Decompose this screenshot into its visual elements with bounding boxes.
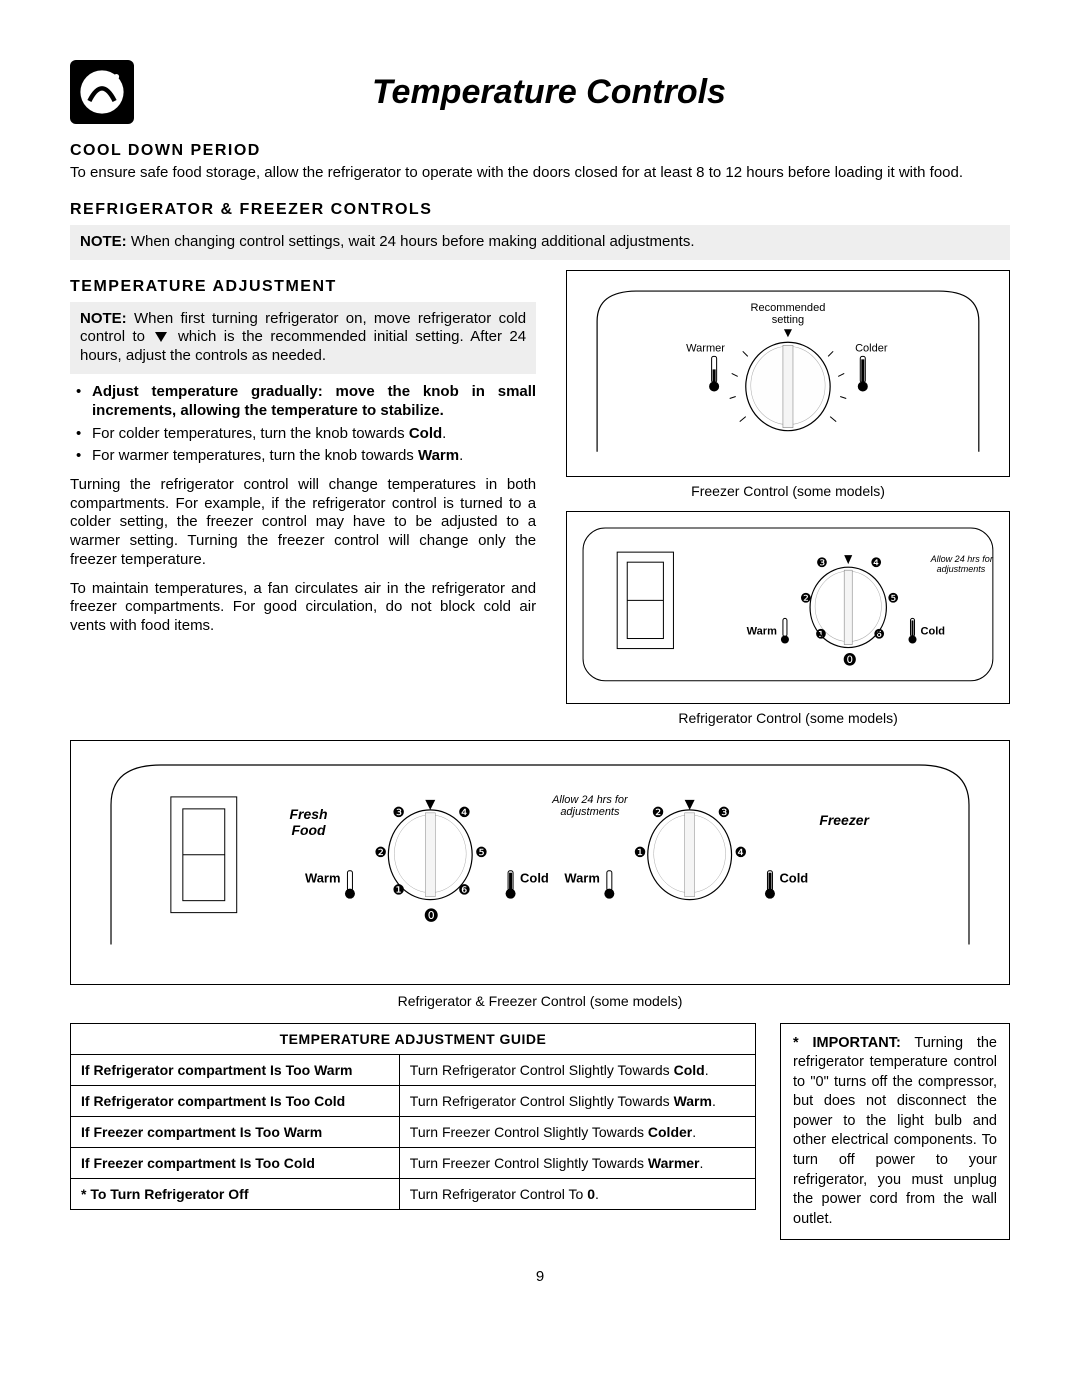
- svg-text:Allow 24 hrs for: Allow 24 hrs for: [930, 554, 994, 564]
- svg-text:Cold: Cold: [921, 626, 946, 638]
- svg-text:❶: ❶: [392, 882, 405, 898]
- svg-text:❻: ❻: [458, 882, 471, 898]
- condition-cell: If Refrigerator compartment Is Too Warm: [71, 1054, 400, 1085]
- svg-text:Allow 24 hrs for: Allow 24 hrs for: [551, 794, 629, 806]
- combo-dial-svg: Fresh Food ❶ ❷ ❸ ❹ ❺ ❻ ⓿ Warm Cold Allow 24…: [101, 755, 979, 955]
- page-title: Temperature Controls: [152, 73, 946, 112]
- condition-cell: If Refrigerator compartment Is Too Cold: [71, 1085, 400, 1116]
- note-post: which is the recommended initial setting…: [80, 328, 526, 364]
- svg-text:❷: ❷: [374, 844, 387, 860]
- warmer-label: Warmer: [686, 342, 725, 354]
- fridge-dial-svg: ❶ ❷ ❸ ❹ ❺ ❻ ⓿ Warm Cold Allow 24 hrs for…: [577, 522, 999, 688]
- freezer-control-figure: Recommended setting: [566, 270, 1010, 478]
- svg-text:Freezer: Freezer: [819, 812, 870, 828]
- svg-text:❹: ❹: [735, 844, 748, 860]
- svg-text:⓿: ⓿: [843, 653, 856, 668]
- svg-text:❷: ❷: [652, 804, 665, 820]
- svg-text:⓿: ⓿: [424, 908, 438, 924]
- table-row: If Freezer compartment Is Too WarmTurn F…: [71, 1116, 756, 1147]
- bullet-1: Adjust temperature gradually: move the k…: [70, 382, 536, 421]
- action-cell: Turn Freezer Control Slightly Towards Co…: [399, 1116, 755, 1147]
- two-column-layout: TEMPERATURE ADJUSTMENT NOTE: When first …: [70, 270, 1010, 727]
- fridge-caption: Refrigerator Control (some models): [566, 710, 1010, 726]
- page-number: 9: [70, 1268, 1010, 1285]
- bullet-2: For colder temperatures, turn the knob t…: [70, 424, 536, 444]
- triangle-down-icon: [155, 332, 167, 342]
- fridge-control-figure: ❶ ❷ ❸ ❹ ❺ ❻ ⓿ Warm Cold Allow 24 hrs for…: [566, 511, 1010, 704]
- combo-control-figure: Fresh Food ❶ ❷ ❸ ❹ ❺ ❻ ⓿ Warm Cold Allow 24…: [70, 740, 1010, 985]
- svg-text:❶: ❶: [815, 627, 827, 642]
- header: Temperature Controls: [70, 60, 1010, 124]
- freezer-caption: Freezer Control (some models): [566, 483, 1010, 499]
- right-column: Recommended setting: [566, 270, 1010, 727]
- bottom-row: TEMPERATURE ADJUSTMENT GUIDE If Refriger…: [70, 1023, 1010, 1241]
- table-row: If Freezer compartment Is Too ColdTurn F…: [71, 1147, 756, 1178]
- cooldown-heading: COOL DOWN PERIOD: [70, 142, 1010, 160]
- guide-table: TEMPERATURE ADJUSTMENT GUIDE If Refriger…: [70, 1023, 756, 1210]
- controls-note: NOTE: When changing control settings, wa…: [70, 225, 1010, 260]
- note-text: When changing control settings, wait 24 …: [131, 233, 695, 250]
- condition-cell: If Freezer compartment Is Too Cold: [71, 1147, 400, 1178]
- action-cell: Turn Freezer Control Slightly Towards Wa…: [399, 1147, 755, 1178]
- important-label: * IMPORTANT:: [793, 1035, 901, 1051]
- note-label: NOTE:: [80, 233, 127, 250]
- svg-text:Fresh: Fresh: [290, 806, 328, 822]
- svg-text:adjustments: adjustments: [937, 565, 986, 575]
- thermometer-icon: [858, 356, 868, 391]
- bullet-3: For warmer temperatures, turn the knob t…: [70, 446, 536, 466]
- table-title: TEMPERATURE ADJUSTMENT GUIDE: [71, 1023, 756, 1054]
- svg-text:❸: ❸: [718, 804, 731, 820]
- important-text: Turning the refrigerator temperature con…: [793, 1035, 997, 1227]
- adjustment-heading: TEMPERATURE ADJUSTMENT: [70, 278, 536, 296]
- action-cell: Turn Refrigerator Control Slightly Towar…: [399, 1054, 755, 1085]
- table-row: If Refrigerator compartment Is Too ColdT…: [71, 1085, 756, 1116]
- rec-label-1: Recommended: [751, 302, 826, 314]
- combo-caption: Refrigerator & Freezer Control (some mod…: [70, 993, 1010, 1009]
- svg-text:❹: ❹: [458, 804, 471, 820]
- table-row: If Refrigerator compartment Is Too WarmT…: [71, 1054, 756, 1085]
- guide-table-wrap: TEMPERATURE ADJUSTMENT GUIDE If Refriger…: [70, 1023, 756, 1241]
- svg-text:❸: ❸: [392, 804, 405, 820]
- table-row: * To Turn Refrigerator OffTurn Refrigera…: [71, 1178, 756, 1209]
- left-column: TEMPERATURE ADJUSTMENT NOTE: When first …: [70, 270, 536, 727]
- controls-heading: REFRIGERATOR & FREEZER CONTROLS: [70, 201, 1010, 219]
- svg-text:Cold: Cold: [520, 871, 549, 886]
- adjustment-para2: To maintain temperatures, a fan circulat…: [70, 580, 536, 636]
- svg-text:❶: ❶: [634, 844, 647, 860]
- adjustment-note: NOTE: When first turning refrigerator on…: [70, 302, 536, 374]
- svg-text:❷: ❷: [800, 591, 812, 606]
- svg-text:❹: ❹: [870, 556, 882, 571]
- svg-text:❻: ❻: [873, 627, 885, 642]
- logo-icon: [70, 60, 134, 124]
- svg-text:❸: ❸: [816, 556, 828, 571]
- cooldown-text: To ensure safe food storage, allow the r…: [70, 164, 1010, 183]
- action-cell: Turn Refrigerator Control To 0.: [399, 1178, 755, 1209]
- svg-text:Warm: Warm: [564, 871, 600, 886]
- colder-label: Colder: [855, 342, 888, 354]
- svg-text:Cold: Cold: [779, 871, 808, 886]
- note-label: NOTE:: [80, 310, 127, 327]
- svg-text:adjustments: adjustments: [560, 806, 620, 818]
- svg-text:Warm: Warm: [747, 626, 777, 638]
- svg-text:Food: Food: [291, 822, 326, 838]
- adjustment-bullets: Adjust temperature gradually: move the k…: [70, 382, 536, 466]
- important-box: * IMPORTANT: Turning the refrigerator te…: [780, 1023, 1010, 1241]
- freezer-dial-svg: Recommended setting: [577, 281, 999, 462]
- svg-text:❺: ❺: [475, 844, 488, 860]
- action-cell: Turn Refrigerator Control Slightly Towar…: [399, 1085, 755, 1116]
- adjustment-para1: Turning the refrigerator control will ch…: [70, 476, 536, 570]
- condition-cell: * To Turn Refrigerator Off: [71, 1178, 400, 1209]
- condition-cell: If Freezer compartment Is Too Warm: [71, 1116, 400, 1147]
- svg-text:Warm: Warm: [305, 871, 341, 886]
- svg-text:❺: ❺: [887, 591, 899, 606]
- thermometer-icon: [709, 356, 719, 391]
- rec-label-2: setting: [772, 314, 805, 326]
